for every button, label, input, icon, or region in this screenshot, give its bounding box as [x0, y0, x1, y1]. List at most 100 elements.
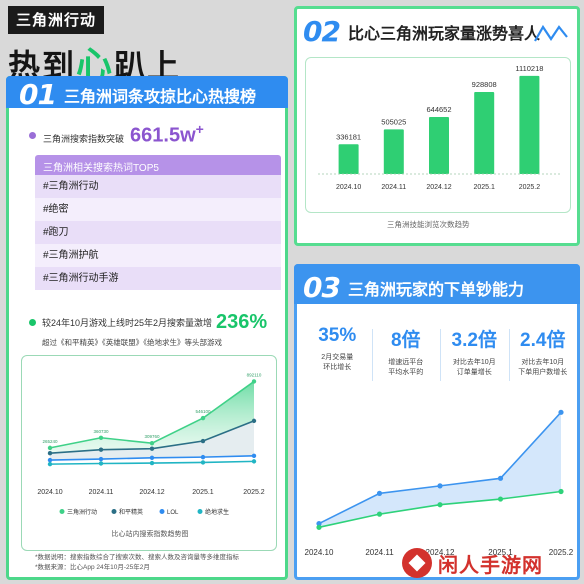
- series-area-sanjiaozhou: [50, 381, 254, 454]
- section3-heading: 03 三角洲玩家的下单钞能力: [303, 271, 524, 304]
- data-point: [316, 520, 322, 527]
- data-label: 892110: [247, 372, 262, 377]
- hot-words-title: 三角洲相关搜索热词TOP5: [35, 155, 281, 175]
- stat-item: 35% 2月交易量 环比增长: [303, 325, 372, 378]
- x-tick-label: 2025.2: [243, 489, 265, 496]
- bar-value-label: 928808: [472, 80, 497, 89]
- bar: [474, 91, 495, 174]
- x-tick-label: 2024.10: [336, 184, 361, 191]
- stat-item: 3.2倍对比去年10月 订单量增长: [440, 325, 509, 381]
- legend-label: 三角洲行动: [67, 508, 97, 516]
- header-tag: 三角洲行动: [8, 6, 105, 34]
- watermark: 闲人手游网: [402, 548, 543, 578]
- data-point: [251, 379, 257, 384]
- stat-desc-line: 环比增长: [323, 364, 352, 371]
- data-point: [200, 460, 206, 465]
- legend-label: 绝地求生: [205, 508, 229, 516]
- data-point: [200, 415, 206, 421]
- search-index-value: 661.5w+: [130, 121, 204, 148]
- legend-marker: [197, 509, 203, 514]
- x-tick-label: 2025.2: [519, 184, 541, 191]
- data-point: [316, 524, 322, 530]
- chart-caption: 比心站内搜索指数趋势图: [112, 529, 189, 538]
- bullet-dot: [29, 131, 36, 139]
- data-label: 360730: [93, 429, 109, 434]
- order-trend-chart-svg: 2024.10 2024.11 2024.12 2025.1 2025.2: [305, 409, 574, 557]
- stat-desc-line: 平均水平的: [388, 369, 424, 376]
- data-notes: *数据说明：搜索指数综合了搜索次数、搜索人数及咨询量等多维度指标 *数据来源：比…: [35, 553, 239, 573]
- x-tick-label: 2025.2: [549, 548, 574, 557]
- search-index-row: 三角洲搜索指数突破 661.5w+: [29, 121, 204, 148]
- page-header: 三角洲行动 热到心趴上: [8, 6, 288, 85]
- data-point: [47, 461, 53, 467]
- data-point: [251, 459, 257, 464]
- legend-marker: [111, 509, 117, 514]
- data-point: [98, 456, 104, 462]
- section1-heading: 01 三角洲词条攻掠比心热搜榜: [19, 78, 256, 111]
- legend-marker: [159, 509, 165, 514]
- stat-desc-line: 订单量增长: [456, 369, 492, 376]
- bar-value-label: 505025: [381, 117, 406, 126]
- data-point: [437, 502, 443, 508]
- data-point: [497, 496, 504, 502]
- x-tick-label: 2024.11: [365, 548, 394, 557]
- section-order-power: 03 三角洲玩家的下单钞能力 35% 2月交易量 环比增长 8倍 增速远平台 平均水平的 3…: [294, 264, 580, 580]
- section3-title-bar: [294, 264, 580, 304]
- order-trend-chart: 2024.10 2024.11 2024.12 2025.1 2025.2: [301, 391, 579, 577]
- bar-value-label: 644652: [426, 105, 451, 114]
- hot-word-item: #三角洲行动手游: [35, 267, 281, 290]
- stat-description: 增速远平台平均水平的: [372, 358, 441, 378]
- data-point: [251, 418, 257, 424]
- legend-marker: [59, 509, 65, 514]
- stat-desc-line: 对比去年10月: [452, 359, 496, 366]
- note-line: *数据说明：搜索指数综合了搜索次数、搜索人数及咨询量等多维度指标: [35, 554, 240, 561]
- section-search-ranking: 01 三角洲词条攻掠比心热搜榜 三角洲搜索指数突破 661.5w+ 三角洲相关搜…: [6, 76, 288, 580]
- data-point: [558, 409, 564, 415]
- legend-label: 和平精英: [119, 508, 143, 516]
- hot-words-list: 三角洲相关搜索热词TOP5 #三角洲行动 #绝密 #跑刀 #三角洲护航 #三角洲行动手游: [35, 155, 281, 290]
- data-point: [47, 457, 53, 463]
- section2-title: 比心三角洲玩家量涨势喜人: [347, 25, 540, 43]
- data-point: [437, 483, 443, 489]
- section1-number: 01: [19, 78, 57, 111]
- growth-value: 236%: [216, 311, 268, 333]
- search-index-plus: +: [195, 121, 204, 137]
- bar: [519, 75, 540, 174]
- section-player-growth: 02 比心三角洲玩家量涨势喜人 336181 505025 644652 928808…: [294, 6, 580, 246]
- stat-item: 2.4倍 对比去年10月 下单用户数增长: [508, 325, 578, 381]
- note-line: *数据来源：比心App 24年10月-25年2月: [35, 564, 150, 571]
- search-index-chart: 265240 360730 309760 546100 892110 2024.10 202…: [21, 355, 277, 551]
- x-tick-label: 2024.11: [381, 184, 406, 191]
- x-tick-label: 2025.1: [488, 548, 513, 557]
- data-point: [98, 435, 104, 440]
- x-tick-label: 2024.10: [305, 548, 334, 557]
- bar-value-label: 1110218: [515, 64, 543, 73]
- data-point: [251, 453, 257, 459]
- data-point: [376, 511, 383, 517]
- x-tick-label: 2024.11: [89, 489, 114, 496]
- stat-description: 对比去年10月 订单量增长: [440, 358, 509, 378]
- data-point: [497, 475, 504, 481]
- bar: [383, 129, 404, 174]
- x-tick-label: 2024.12: [426, 548, 455, 557]
- watermark-text: 闲人手游网: [438, 554, 543, 577]
- section2-number: 02: [303, 15, 341, 48]
- legend-label: LOL: [167, 510, 179, 516]
- bar-value-label: 336181: [336, 132, 361, 141]
- x-tick-label: 2024.12: [426, 184, 451, 191]
- data-point: [98, 461, 104, 466]
- x-tick-label: 2025.1: [192, 489, 214, 496]
- section1-title: 三角洲词条攻掠比心热搜榜: [63, 88, 256, 106]
- data-point: [149, 460, 155, 466]
- stat-item: 8倍增速远平台平均水平的: [371, 325, 441, 381]
- data-point: [149, 455, 155, 460]
- stat-desc-line: 增速远平台: [388, 359, 424, 366]
- stat-value: 3.2倍: [451, 330, 497, 351]
- series-area: [319, 412, 561, 528]
- x-tick-label: 2024.10: [37, 489, 62, 496]
- stat-value: 8倍: [390, 330, 421, 351]
- stat-description: 2月交易量 环比增长: [303, 353, 372, 373]
- growth-subtext: 超过《和平精英》《英雄联盟》《绝地求生》等头部游戏: [42, 338, 222, 347]
- data-point: [558, 488, 564, 495]
- data-point: [149, 440, 155, 446]
